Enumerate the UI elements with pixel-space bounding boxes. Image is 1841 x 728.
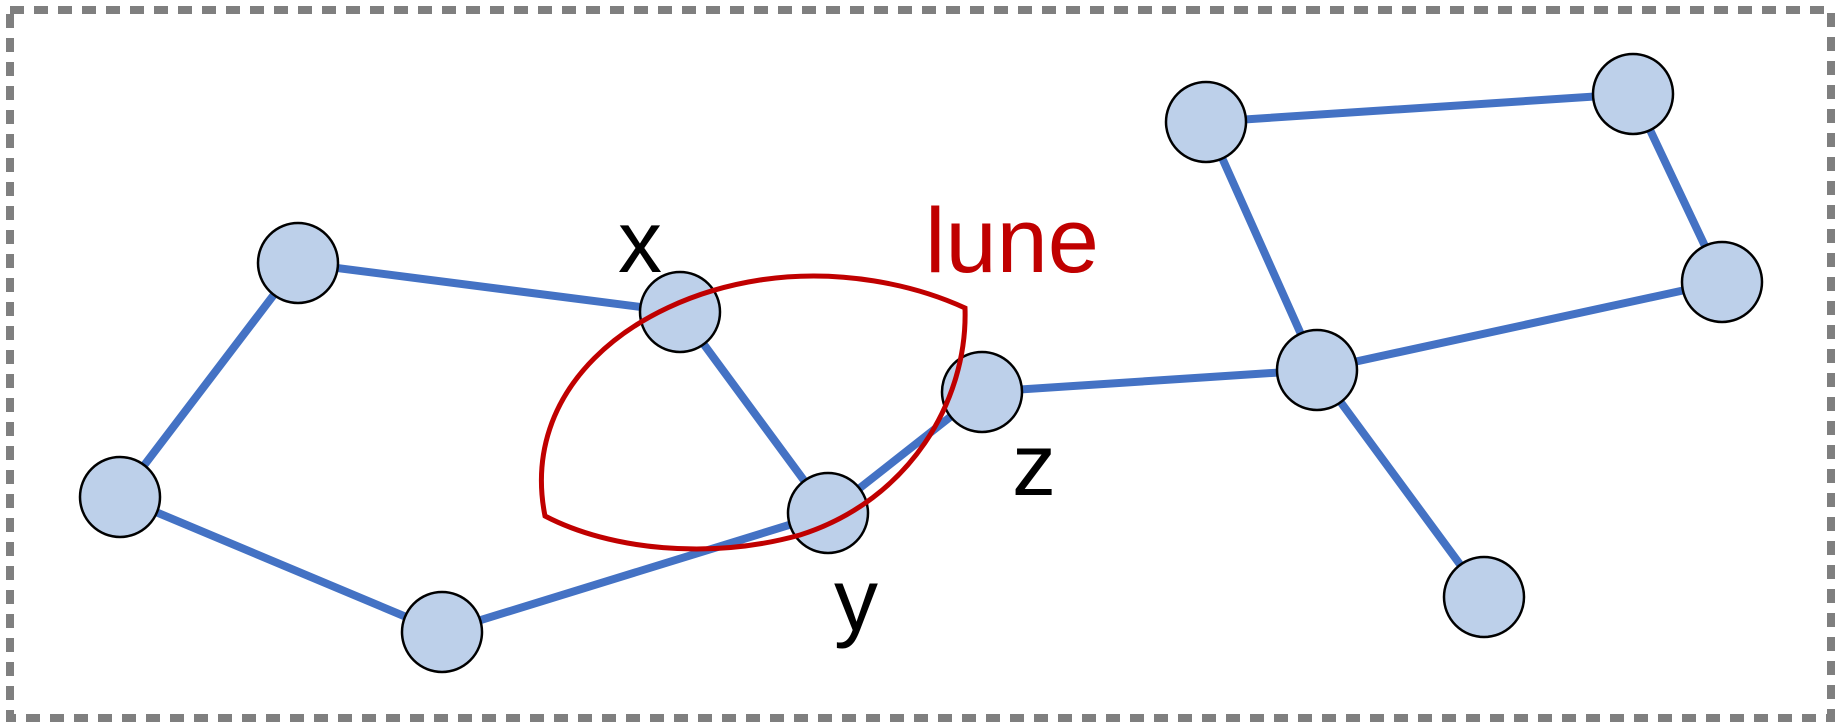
edges xyxy=(116,90,1726,636)
edge-z-hub xyxy=(978,366,1321,396)
edge-x-y xyxy=(676,308,832,517)
edge-right-top-left-right-top-right xyxy=(1202,90,1637,126)
label-z: z xyxy=(1012,415,1056,514)
lune-region xyxy=(538,273,968,552)
node-right-top-right xyxy=(1591,52,1675,136)
label-lune: lune xyxy=(925,190,1099,292)
label-x: x xyxy=(618,192,662,291)
nodes xyxy=(78,52,1764,674)
node-left-top xyxy=(256,221,340,305)
edge-hub-right-bottom xyxy=(1313,366,1488,601)
edge-left-mid-bottom xyxy=(116,493,446,636)
node-left-mid xyxy=(78,455,162,539)
edge-hub-right-mid xyxy=(1313,278,1726,374)
edge-bottom-y xyxy=(438,509,832,636)
label-y: y xyxy=(834,550,878,649)
node-right-mid xyxy=(1680,240,1764,324)
edge-hub-right-top-left xyxy=(1202,118,1321,374)
node-bottom xyxy=(400,590,484,674)
node-hub xyxy=(1275,328,1359,412)
node-x xyxy=(638,270,722,354)
node-right-bottom xyxy=(1442,555,1526,639)
node-y xyxy=(786,471,870,555)
edge-left-top-x xyxy=(294,259,684,316)
dashed-frame xyxy=(6,6,1835,722)
node-z xyxy=(940,350,1024,434)
edge-left-top-left-mid xyxy=(116,259,302,501)
node-right-top-left xyxy=(1164,80,1248,164)
